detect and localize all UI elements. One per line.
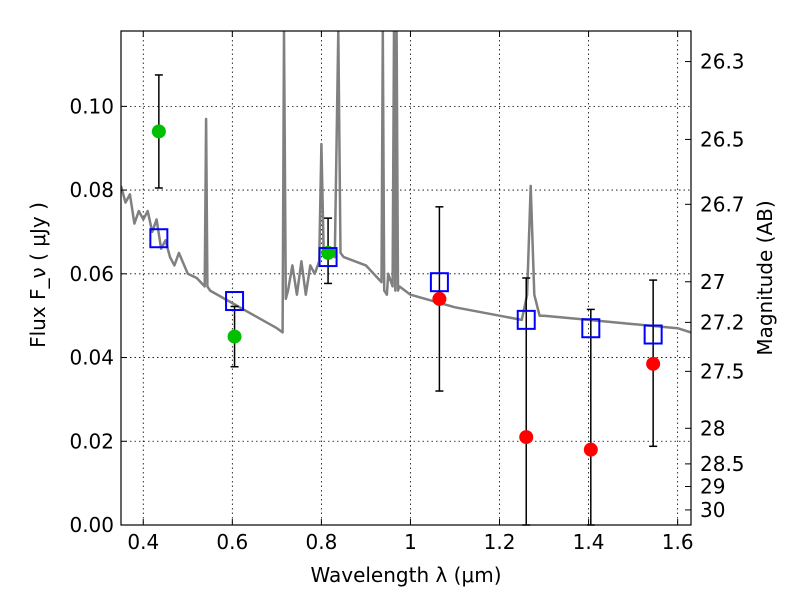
x-ticks: 0.4 0.6 0.8 1 1.2 1.4 1.6 — [127, 31, 694, 554]
y-tick-label: 0.02 — [69, 429, 114, 453]
right-tick-label: 28 — [700, 416, 725, 440]
data-point — [519, 430, 534, 445]
spectrum-line — [121, 31, 691, 334]
right-tick-label: 26.5 — [700, 127, 745, 151]
right-axis-title: Magnitude (AB) — [753, 200, 777, 355]
right-tick-label: 27 — [700, 270, 725, 294]
x-tick-label: 1.4 — [573, 530, 605, 554]
right-tick-label: 26.7 — [700, 192, 745, 216]
right-tick-label: 27.2 — [700, 310, 745, 334]
data-point — [646, 356, 661, 371]
data-point — [151, 124, 166, 139]
data-points — [149, 74, 663, 526]
grid — [121, 31, 691, 526]
y-tick-label: 0.06 — [69, 262, 114, 286]
right-tick-label: 27.5 — [700, 359, 745, 383]
model-square — [225, 291, 245, 312]
model-square — [318, 247, 338, 268]
model-square — [643, 324, 663, 345]
x-tick-label: 1.6 — [662, 530, 694, 554]
x-tick-label: 0.8 — [305, 530, 337, 554]
y-tick-label: 0.04 — [69, 346, 114, 370]
right-tick-label: 29 — [700, 474, 725, 498]
plot-frame — [120, 30, 692, 526]
x-tick-label: 1.2 — [484, 530, 516, 554]
model-square — [429, 272, 449, 293]
data-point — [227, 329, 242, 344]
y-axis-title: Flux F_ν ( μJy ) — [26, 202, 50, 348]
x-axis-title: Wavelength λ (μm) — [310, 563, 501, 587]
y-tick-label: 0.08 — [69, 178, 114, 202]
x-tick-label: 1 — [404, 530, 417, 554]
right-tick-label: 26.3 — [700, 50, 745, 74]
model-square — [516, 309, 536, 330]
right-tick-label: 30 — [700, 498, 725, 522]
model-square — [149, 228, 169, 249]
data-point — [583, 442, 598, 457]
model-square — [581, 318, 601, 339]
data-point — [321, 245, 336, 260]
y-tick-label: 0.00 — [69, 513, 114, 537]
y-tick-label: 0.10 — [69, 94, 114, 118]
model-spectrum — [121, 31, 691, 334]
data-point — [432, 291, 447, 306]
x-tick-label: 0.4 — [127, 530, 159, 554]
x-tick-label: 0.6 — [216, 530, 248, 554]
y-ticks: 0.00 0.02 0.04 0.06 0.08 0.10 — [69, 94, 127, 537]
right-tick-label: 28.5 — [700, 452, 745, 476]
